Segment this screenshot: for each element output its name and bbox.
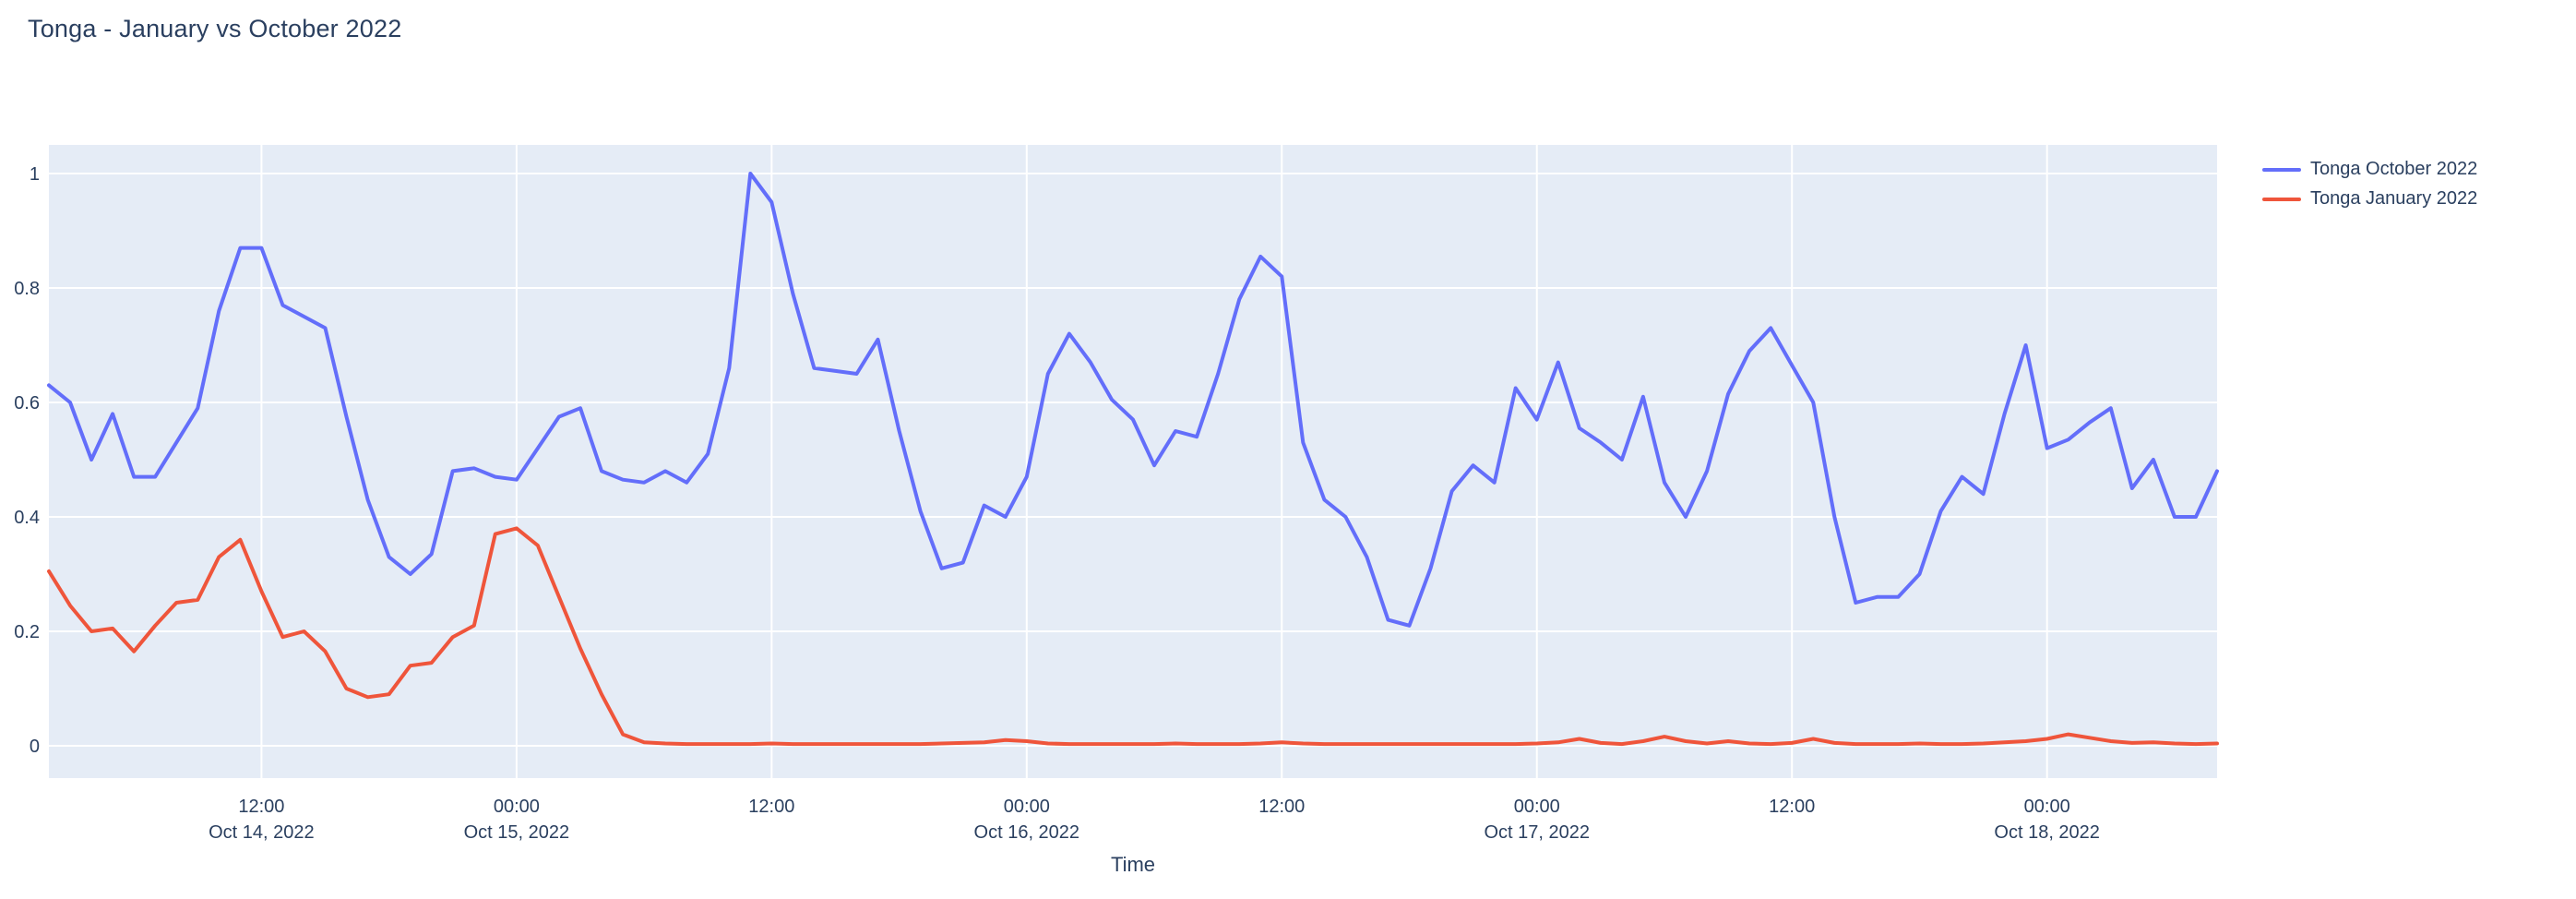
y-tick-label: 0 bbox=[30, 737, 40, 757]
legend-item-tonga-january-2022[interactable]: Tonga January 2022 bbox=[2262, 188, 2477, 210]
y-tick-label: 0.2 bbox=[14, 622, 40, 642]
x-tick-label-time: 12:00 bbox=[1258, 797, 1305, 817]
x-tick-label-time: 12:00 bbox=[1769, 797, 1815, 817]
chart-title: Tonga - January vs October 2022 bbox=[28, 15, 402, 42]
legend: Tonga October 2022 Tonga January 2022 bbox=[2262, 159, 2477, 210]
y-tick-label: 0.6 bbox=[14, 393, 40, 414]
series-line-tonga-january-2022[interactable] bbox=[47, 526, 2219, 747]
x-tick-label-date: Oct 15, 2022 bbox=[464, 822, 570, 843]
legend-item-tonga-october-2022[interactable]: Tonga October 2022 bbox=[2262, 159, 2477, 180]
x-tick-label-date: Oct 18, 2022 bbox=[1994, 822, 2100, 843]
x-tick-label-time: 12:00 bbox=[748, 797, 794, 817]
legend-swatch-october bbox=[2262, 167, 2301, 172]
series-line-tonga-october-2022[interactable] bbox=[47, 172, 2219, 628]
x-tick-label-time: 00:00 bbox=[2024, 797, 2070, 817]
x-tick-label-date: Oct 17, 2022 bbox=[1484, 822, 1590, 843]
y-tick-label: 0.4 bbox=[14, 508, 40, 528]
y-tick-label: 0.8 bbox=[14, 279, 40, 299]
plot-background[interactable] bbox=[49, 145, 2217, 778]
y-tick-label: 1 bbox=[30, 164, 40, 185]
legend-swatch-january bbox=[2262, 197, 2301, 201]
x-tick-label-time: 00:00 bbox=[1004, 797, 1050, 817]
x-tick-label-time: 12:00 bbox=[238, 797, 284, 817]
x-tick-label-date: Oct 16, 2022 bbox=[974, 822, 1080, 843]
x-tick-label-date: Oct 14, 2022 bbox=[209, 822, 315, 843]
legend-label-january: Tonga January 2022 bbox=[2310, 188, 2478, 209]
x-tick-label-time: 00:00 bbox=[494, 797, 540, 817]
x-axis-title: Time bbox=[1110, 853, 1156, 876]
legend-label-october: Tonga October 2022 bbox=[2310, 159, 2478, 179]
x-tick-label-time: 00:00 bbox=[1514, 797, 1560, 817]
